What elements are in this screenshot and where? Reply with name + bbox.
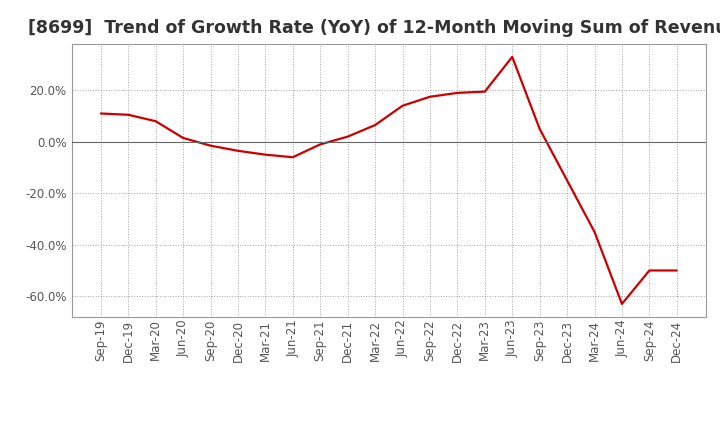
Title: [8699]  Trend of Growth Rate (YoY) of 12-Month Moving Sum of Revenues: [8699] Trend of Growth Rate (YoY) of 12-…	[28, 19, 720, 37]
